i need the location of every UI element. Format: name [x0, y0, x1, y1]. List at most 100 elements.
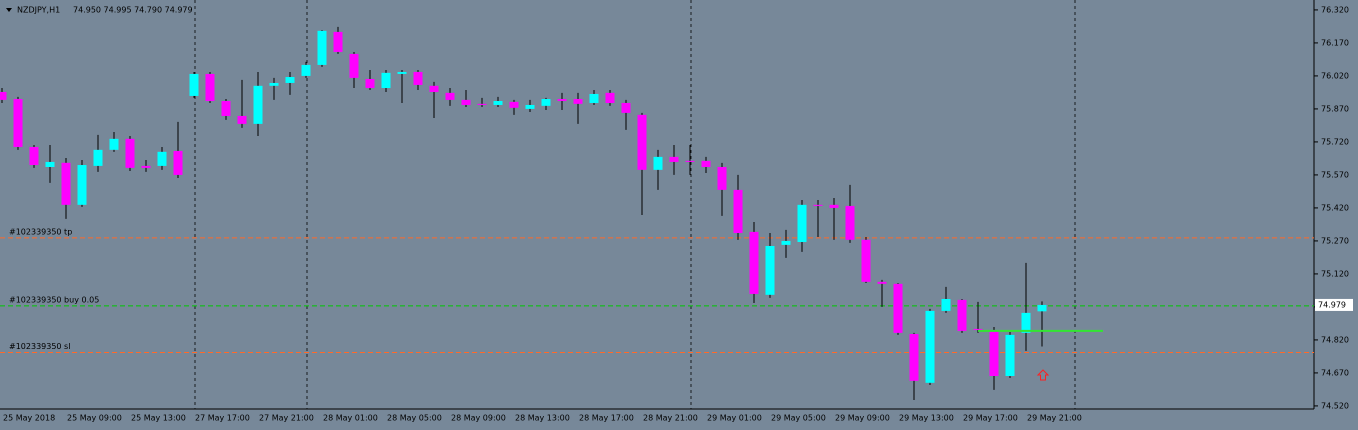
candle-body: [445, 92, 455, 100]
candle-body: [669, 156, 679, 162]
x-tick-label: 25 May 13:00: [131, 414, 186, 423]
candle-body: [781, 240, 791, 245]
candle-body: [621, 102, 631, 113]
candle-body: [269, 82, 279, 86]
candle-body: [941, 299, 951, 311]
candle-body: [573, 99, 583, 104]
y-tick-label: 75.720: [1321, 137, 1349, 146]
order-level-label: #102339350 buy 0.05: [9, 295, 99, 304]
x-tick-label: 29 May 13:00: [899, 414, 954, 423]
x-tick-label: 28 May 17:00: [579, 414, 634, 423]
candle-body: [0, 91, 7, 100]
price-label: 74.979: [1318, 300, 1346, 309]
candle-body: [685, 160, 695, 162]
candle-body: [205, 73, 215, 101]
candle-body: [701, 160, 711, 167]
x-tick-label: 28 May 21:00: [643, 414, 698, 423]
candle-body: [221, 101, 231, 116]
candle-body: [173, 150, 183, 175]
candle-body: [989, 330, 999, 376]
candle-body: [397, 71, 407, 74]
chart-title: NZDJPY,H1: [17, 6, 60, 15]
x-tick-label: 28 May 01:00: [323, 414, 378, 423]
candle-body: [877, 281, 887, 284]
y-tick-label: 74.670: [1321, 368, 1349, 377]
y-tick-label: 75.270: [1321, 236, 1349, 245]
price-label-box: [1315, 298, 1353, 311]
x-tick-label: 27 May 17:00: [195, 414, 250, 423]
candle-body: [957, 299, 967, 331]
candle-body: [797, 204, 807, 243]
x-tick-label: 29 May 17:00: [963, 414, 1018, 423]
x-tick-label: 28 May 09:00: [451, 414, 506, 423]
y-tick-label: 76.170: [1321, 38, 1349, 47]
candle-body: [237, 115, 247, 124]
candle-body: [525, 104, 535, 109]
x-tick-label: 29 May 01:00: [707, 414, 762, 423]
candle-body: [93, 149, 103, 166]
candle-body: [909, 333, 919, 381]
order-level-label: #102339350 sl: [9, 342, 70, 351]
candle-body: [429, 85, 439, 92]
ohlc-text: 74.950 74.995 74.790 74.979: [73, 6, 193, 15]
candle-body: [653, 156, 663, 170]
x-tick-label: 28 May 13:00: [515, 414, 570, 423]
candle-body: [861, 239, 871, 282]
order-level-label: #102339350 tp: [9, 227, 72, 236]
candle-body: [1021, 312, 1031, 333]
x-tick-label: 29 May 21:00: [1027, 414, 1082, 423]
candle-body: [829, 204, 839, 208]
candle-body: [893, 283, 903, 333]
x-tick-label: 25 May 09:00: [67, 414, 122, 423]
y-tick-label: 74.520: [1321, 401, 1349, 410]
candle-body: [845, 205, 855, 240]
candle-body: [301, 64, 311, 76]
candle-body: [333, 31, 343, 52]
candle-body: [637, 114, 647, 170]
candle-body: [477, 103, 487, 105]
candle-body: [189, 73, 199, 96]
y-tick-label: 75.120: [1321, 269, 1349, 278]
candle-body: [813, 204, 823, 206]
x-tick-label: 29 May 09:00: [835, 414, 890, 423]
candle-body: [717, 167, 727, 190]
candle-body: [29, 146, 39, 166]
candle-body: [765, 245, 775, 295]
candle-body: [61, 162, 71, 205]
candle-body: [461, 99, 471, 105]
candle-body: [13, 99, 23, 147]
candle-body: [77, 165, 87, 205]
candle-body: [381, 72, 391, 89]
candle-body: [733, 189, 743, 233]
x-tick-label: 27 May 21:00: [259, 414, 314, 423]
candle-body: [589, 93, 599, 103]
candle-body: [253, 85, 263, 124]
candle-body: [749, 231, 759, 294]
x-tick-label: 29 May 05:00: [771, 414, 826, 423]
candle-body: [157, 151, 167, 166]
candle-body: [1005, 334, 1015, 376]
candle-body: [557, 99, 567, 101]
candle-body: [45, 161, 55, 167]
candle-body: [925, 310, 935, 383]
candle-body: [493, 101, 503, 105]
candle-body: [317, 30, 327, 65]
candle-body: [125, 138, 135, 168]
candle-body: [509, 101, 519, 108]
x-tick-label: 28 May 05:00: [387, 414, 442, 423]
y-tick-label: 75.870: [1321, 104, 1349, 113]
candle-body: [413, 71, 423, 85]
candle-body: [1037, 304, 1047, 312]
arrow-up: [1036, 369, 1050, 381]
candle-body: [973, 328, 983, 331]
y-tick-label: 75.570: [1321, 170, 1349, 179]
candle-body: [365, 79, 375, 89]
x-tick-label: 25 May 2018: [3, 414, 55, 423]
y-tick-label: 74.820: [1321, 335, 1349, 344]
candle-body: [285, 77, 295, 83]
menu-triangle[interactable]: [6, 8, 12, 12]
candle-body: [349, 53, 359, 78]
